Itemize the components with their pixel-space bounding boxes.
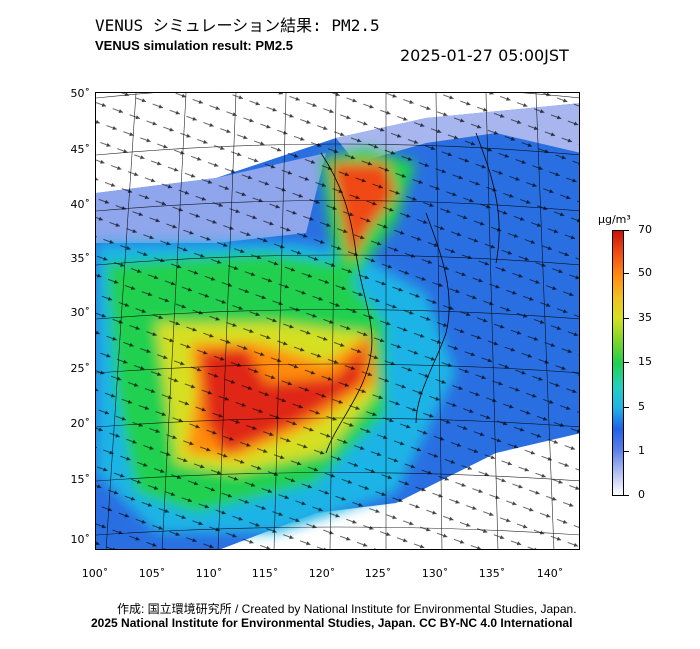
lon-label: 140˚ <box>536 567 564 580</box>
pm25-field <box>96 93 579 549</box>
lon-label: 115˚ <box>251 567 279 580</box>
colorbar-label: 70 <box>638 223 652 236</box>
lon-label: 100˚ <box>81 567 109 580</box>
lat-label: 10˚ <box>70 533 91 546</box>
wind-vectors <box>96 93 579 549</box>
title-english: VENUS simulation result: PM2.5 <box>95 38 293 53</box>
lat-label: 50˚ <box>70 87 91 100</box>
license-text: 2025 National Institute for Environmenta… <box>91 616 573 630</box>
lat-label: 25˚ <box>70 362 91 375</box>
colorbar-label: 50 <box>638 266 652 279</box>
timestamp: 2025-01-27 05:00JST <box>400 46 569 65</box>
lat-label: 30˚ <box>70 306 91 319</box>
colorbar-label: 35 <box>638 311 652 324</box>
colorbar <box>612 230 624 496</box>
colorbar-label: 1 <box>638 444 645 457</box>
lon-label: 110˚ <box>195 567 223 580</box>
colorbar-unit: μg/m³ <box>598 213 631 226</box>
colorbar-label: 5 <box>638 400 645 413</box>
map-panel <box>95 92 580 550</box>
lat-label: 15˚ <box>70 473 91 486</box>
lon-label: 130˚ <box>421 567 449 580</box>
lon-label: 125˚ <box>364 567 392 580</box>
colorbar-label: 0 <box>638 488 645 501</box>
lat-label: 45˚ <box>70 143 91 156</box>
lat-label: 20˚ <box>70 417 91 430</box>
lon-label: 120˚ <box>308 567 336 580</box>
credit-text: 作成: 国立環境研究所 / Created by National Instit… <box>117 602 577 616</box>
lon-label: 135˚ <box>478 567 506 580</box>
title-japanese: VENUS シミュレーション結果: PM2.5 <box>95 16 380 35</box>
colorbar-label: 15 <box>638 355 652 368</box>
lat-label: 35˚ <box>70 252 91 265</box>
lon-label: 105˚ <box>138 567 166 580</box>
lat-label: 40˚ <box>70 198 91 211</box>
